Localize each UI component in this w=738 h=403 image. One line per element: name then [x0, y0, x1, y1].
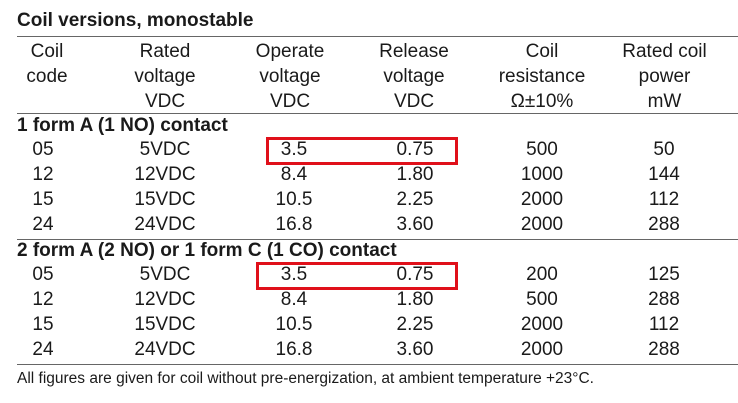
cell-operate-voltage: 10.5 [275, 189, 313, 210]
cell-rated-coil-power: 112 [648, 314, 680, 335]
cell-rated-coil-power: 112 [648, 189, 680, 210]
cell-operate-voltage: 8.4 [280, 164, 308, 185]
cell-coil-resistance: 2000 [520, 189, 564, 210]
cell-release-voltage: 0.75 [396, 139, 434, 160]
section-title: 2 form A (2 NO) or 1 form C (1 CO) conta… [17, 240, 397, 261]
cell-coil-resistance: 500 [526, 289, 558, 310]
cell-operate-voltage: 3.5 [280, 139, 308, 160]
cell-rated-voltage: 15VDC [134, 314, 196, 335]
cell-coil-code: 24 [32, 214, 54, 235]
cell-coil-code: 24 [32, 339, 54, 360]
cell-rated-coil-power: 288 [648, 339, 680, 360]
cell-rated-coil-power: 50 [653, 139, 675, 160]
header-rule [17, 113, 738, 114]
cell-release-voltage: 2.25 [396, 314, 434, 335]
cell-rated-coil-power: 144 [648, 164, 680, 185]
cell-operate-voltage: 3.5 [280, 264, 308, 285]
cell-coil-resistance: 200 [526, 264, 558, 285]
header-release-voltage: Release voltage VDC [379, 41, 449, 112]
table-bottom-rule [17, 364, 738, 365]
cell-operate-voltage: 8.4 [280, 289, 308, 310]
footnote: All figures are given for coil without p… [17, 370, 594, 387]
cell-coil-resistance: 2000 [520, 314, 564, 335]
cell-release-voltage: 3.60 [396, 339, 434, 360]
cell-rated-voltage: 24VDC [134, 214, 196, 235]
header-rated-coil-power: Rated coil power mW [622, 41, 707, 112]
cell-operate-voltage: 16.8 [275, 339, 313, 360]
cell-rated-voltage: 24VDC [134, 339, 196, 360]
cell-rated-voltage: 5VDC [139, 264, 191, 285]
table-title: Coil versions, monostable [17, 10, 254, 31]
cell-release-voltage: 1.80 [396, 289, 434, 310]
cell-release-voltage: 2.25 [396, 189, 434, 210]
cell-coil-code: 05 [32, 264, 54, 285]
section-title: 1 form A (1 NO) contact [17, 115, 228, 136]
highlight-box [256, 262, 458, 290]
header-rated-voltage: Rated voltage VDC [134, 41, 196, 112]
cell-rated-coil-power: 288 [648, 289, 680, 310]
cell-coil-code: 15 [32, 189, 54, 210]
header-coil-resistance: Coil resistance Ω±10% [498, 41, 586, 112]
cell-coil-resistance: 500 [526, 139, 558, 160]
cell-coil-code: 12 [32, 289, 54, 310]
cell-rated-voltage: 12VDC [134, 164, 196, 185]
cell-rated-voltage: 12VDC [134, 289, 196, 310]
cell-coil-code: 05 [32, 139, 54, 160]
cell-rated-coil-power: 125 [648, 264, 680, 285]
cell-operate-voltage: 10.5 [275, 314, 313, 335]
cell-rated-voltage: 15VDC [134, 189, 196, 210]
cell-coil-resistance: 2000 [520, 339, 564, 360]
cell-release-voltage: 3.60 [396, 214, 434, 235]
cell-coil-code: 15 [32, 314, 54, 335]
title-rule [17, 36, 738, 37]
header-coil-code: Coil code [26, 41, 68, 87]
highlight-box [266, 137, 458, 165]
cell-coil-resistance: 2000 [520, 214, 564, 235]
cell-operate-voltage: 16.8 [275, 214, 313, 235]
cell-release-voltage: 1.80 [396, 164, 434, 185]
cell-rated-voltage: 5VDC [139, 139, 191, 160]
section-rule [17, 239, 738, 240]
header-operate-voltage: Operate voltage VDC [255, 41, 325, 112]
cell-coil-code: 12 [32, 164, 54, 185]
cell-coil-resistance: 1000 [520, 164, 564, 185]
cell-rated-coil-power: 288 [648, 214, 680, 235]
cell-release-voltage: 0.75 [396, 264, 434, 285]
